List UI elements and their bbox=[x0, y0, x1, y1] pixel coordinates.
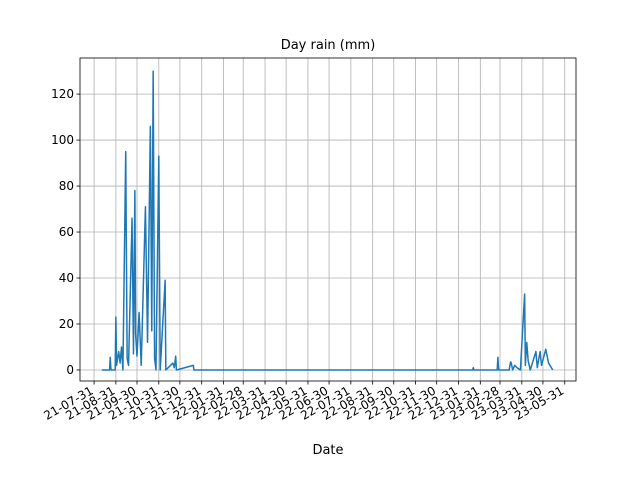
y-tick-label: 60 bbox=[59, 225, 74, 239]
y-tick-label: 20 bbox=[59, 317, 74, 331]
plot-frame bbox=[79, 57, 577, 382]
chart-title: Day rain (mm) bbox=[281, 38, 376, 53]
y-tick-label: 0 bbox=[66, 363, 74, 377]
y-tick-label: 80 bbox=[59, 179, 74, 193]
y-tick-label: 40 bbox=[59, 271, 74, 285]
y-tick-label: 100 bbox=[51, 133, 74, 147]
line bbox=[101, 70, 554, 371]
y-tick-label: 120 bbox=[51, 87, 74, 101]
x-axis-label: Date bbox=[312, 443, 343, 458]
